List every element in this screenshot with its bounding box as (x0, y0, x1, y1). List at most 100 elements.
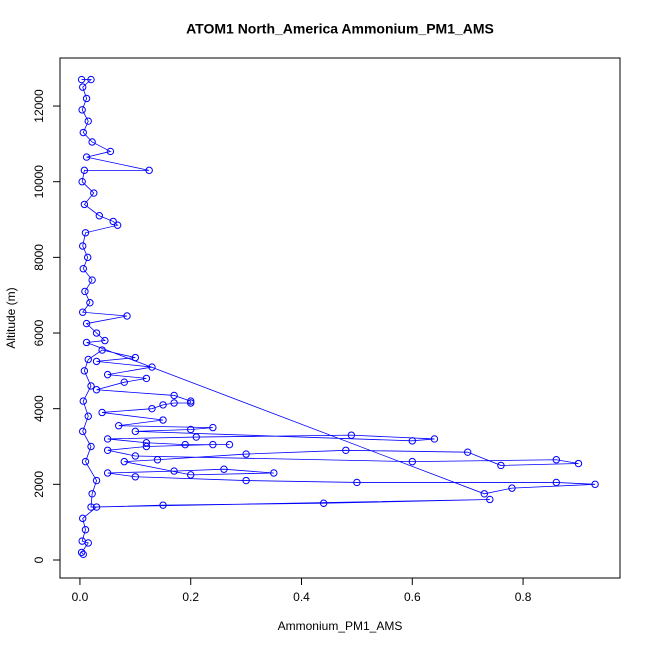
x-tick-label: 0.0 (72, 590, 89, 604)
x-tick-label: 0.6 (404, 590, 421, 604)
data-point (430, 435, 439, 443)
y-tick-label: 6000 (32, 319, 46, 346)
data-point (87, 503, 95, 511)
data-point (552, 456, 561, 464)
data-point (220, 465, 228, 473)
data-point (142, 374, 151, 383)
data-point (79, 514, 87, 523)
data-point (88, 138, 96, 146)
data-point (92, 476, 101, 485)
data-point (145, 166, 153, 175)
data-point (225, 440, 234, 449)
y-tick-label: 12000 (32, 89, 46, 123)
data-point (79, 397, 87, 405)
data-point (123, 312, 131, 320)
data-point (347, 431, 356, 439)
data-point (131, 473, 140, 481)
data-point (84, 117, 92, 125)
data-point (80, 166, 89, 175)
data-point (82, 153, 91, 161)
data-point (181, 440, 189, 449)
data-point (81, 287, 89, 296)
data-point (82, 338, 91, 347)
data-point (81, 457, 90, 466)
data-point (187, 397, 195, 405)
data-point (95, 212, 104, 220)
data-point (408, 437, 416, 445)
chart-title: ATOM1 North_America Ammonium_PM1_AMS (186, 21, 494, 37)
x-axis-label: Ammonium_PM1_AMS (278, 619, 403, 633)
data-point (342, 446, 350, 454)
plot-box (59, 57, 621, 579)
data-point (78, 178, 86, 186)
y-tick-label: 8000 (32, 244, 46, 271)
data-point (79, 83, 87, 91)
data-point (131, 452, 140, 460)
data-point (131, 427, 140, 436)
data-point (270, 469, 278, 477)
data-point (80, 200, 89, 209)
data-point (480, 490, 488, 498)
data-point (113, 221, 122, 229)
data-point (103, 370, 112, 379)
data-point (574, 459, 583, 468)
data-point (142, 442, 151, 451)
data-point (120, 378, 128, 386)
data-point (92, 357, 101, 366)
data-point (508, 484, 516, 492)
data-point (82, 94, 91, 103)
data-point (552, 478, 561, 487)
data-point (79, 427, 87, 436)
data-point (90, 189, 98, 197)
data-point (115, 421, 123, 430)
data-point (187, 425, 195, 434)
data-point (84, 539, 92, 547)
data-point (98, 346, 106, 354)
y-tick-label: 2000 (32, 471, 46, 498)
data-point (77, 548, 86, 557)
x-tick-label: 0.4 (293, 590, 310, 604)
data-point (79, 128, 87, 137)
data-point (92, 329, 101, 337)
data-point (353, 478, 361, 487)
data-point (497, 461, 505, 470)
data-point (103, 435, 112, 443)
data-point (187, 399, 195, 407)
data-point (80, 367, 89, 375)
y-axis-label: Altitude (m) (4, 287, 18, 348)
data-point (81, 526, 90, 534)
y-tick-label: 0 (32, 556, 46, 563)
data-point (103, 446, 112, 454)
data-point (120, 457, 128, 466)
data-point (84, 412, 92, 420)
data-point (209, 423, 217, 432)
data-point (170, 467, 178, 475)
data-point (81, 229, 90, 237)
x-tick-label: 0.2 (182, 590, 199, 604)
data-point (92, 503, 101, 511)
data-point (79, 550, 87, 559)
data-point (148, 404, 156, 413)
data-point (77, 75, 86, 84)
data-point (131, 353, 140, 362)
data-point (103, 469, 112, 477)
data-line (81, 79, 596, 555)
data-point (159, 401, 167, 409)
data-point (408, 457, 416, 466)
data-point (83, 253, 92, 262)
data-point (79, 308, 87, 316)
data-point (82, 319, 91, 328)
data-point (78, 106, 86, 114)
data-point (142, 439, 151, 447)
data-point (84, 355, 92, 364)
data-point (242, 476, 250, 485)
data-point (86, 299, 94, 307)
data-point (79, 242, 87, 250)
data-point (79, 265, 87, 273)
data-point (101, 336, 109, 345)
data-point (98, 408, 106, 417)
data-point (591, 480, 599, 489)
data-point (209, 440, 217, 449)
